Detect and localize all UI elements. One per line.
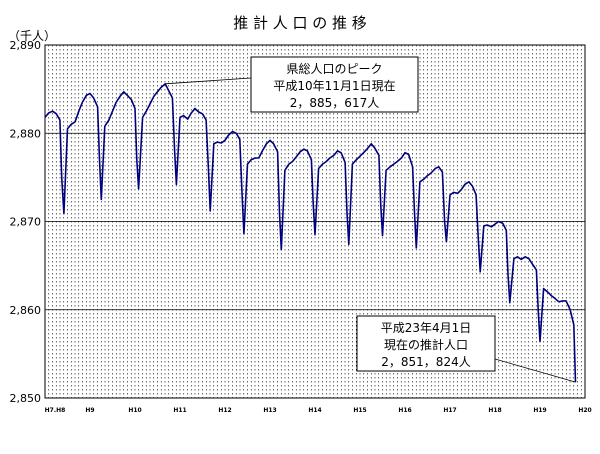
x-tick-label: H12 <box>218 407 231 414</box>
annotation-text: 2，851，824人 <box>381 355 470 369</box>
annotation-text: 平成10年11月1日現在 <box>273 79 395 93</box>
y-tick-label: 2,860 <box>10 304 42 317</box>
annotation-text: 現在の推計人口 <box>384 337 468 352</box>
x-tick-label: H9 <box>85 407 94 414</box>
x-tick-label: H14 <box>308 407 321 414</box>
y-tick-label: 2,870 <box>10 216 42 229</box>
x-tick-label: H19 <box>533 407 546 414</box>
annotation-text: 2，885，617人 <box>290 96 379 110</box>
annotation-text: 平成23年4月1日 <box>381 321 472 335</box>
x-tick-label: H13 <box>263 407 276 414</box>
y-tick-label: 2,880 <box>10 127 42 140</box>
chart-title: 推 計 人 口 の 推 移 <box>233 14 367 32</box>
population-series-line <box>44 83 577 383</box>
y-axis-unit-label: （千人） <box>8 29 56 43</box>
y-tick-label: 2,890 <box>10 39 42 52</box>
y-axis-ticks: 2,850 2,860 2,870 2,880 2,890 <box>10 39 42 405</box>
x-tick-label: H11 <box>173 407 186 414</box>
x-tick-label: H16 <box>398 407 411 414</box>
annotation-box <box>356 315 496 372</box>
x-tick-label: H15 <box>353 407 366 414</box>
x-tick-label: H20 <box>578 407 591 414</box>
annotation-leader-line <box>165 77 252 85</box>
x-tick-label: H18 <box>488 407 501 414</box>
y-tick-label: 2,850 <box>10 392 42 405</box>
x-tick-label: H10 <box>128 407 141 414</box>
x-axis-ticks: H7.H8 H9 H10 H11 H12 H13 H14 H15 H16 H17 H18 H19 H20… <box>45 407 592 414</box>
plot-frame <box>44 44 586 399</box>
x-tick-label: H7.H8 <box>45 407 66 414</box>
annotation-leader-line <box>494 358 576 383</box>
x-tick-label: H17 <box>443 407 456 414</box>
annotation-box <box>250 56 419 113</box>
annotation-text: 県総人口のピーク <box>286 62 382 76</box>
